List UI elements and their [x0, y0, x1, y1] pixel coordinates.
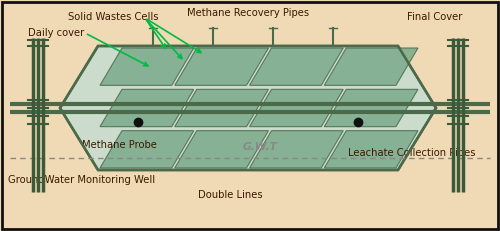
Text: Solid Wastes Cells: Solid Wastes Cells: [68, 12, 158, 22]
Polygon shape: [175, 89, 268, 127]
Text: Leachate Collection Pipes: Leachate Collection Pipes: [348, 148, 476, 158]
Text: Daily cover: Daily cover: [28, 28, 84, 38]
Polygon shape: [100, 48, 194, 85]
Polygon shape: [250, 131, 343, 168]
Polygon shape: [324, 89, 418, 127]
Text: Double Lines: Double Lines: [198, 190, 262, 200]
Text: Final Cover: Final Cover: [408, 12, 463, 22]
Text: GroundWater Monitoring Well: GroundWater Monitoring Well: [8, 175, 155, 185]
Polygon shape: [324, 48, 418, 85]
Polygon shape: [324, 131, 418, 168]
Polygon shape: [250, 48, 343, 85]
Text: Methane Probe: Methane Probe: [82, 140, 157, 150]
Polygon shape: [100, 89, 194, 127]
Polygon shape: [100, 131, 194, 168]
Polygon shape: [250, 89, 343, 127]
Text: G.W.T: G.W.T: [242, 142, 278, 152]
Polygon shape: [175, 131, 268, 168]
Text: Methane Recovery Pipes: Methane Recovery Pipes: [187, 8, 309, 18]
Polygon shape: [175, 48, 268, 85]
Polygon shape: [60, 46, 436, 170]
